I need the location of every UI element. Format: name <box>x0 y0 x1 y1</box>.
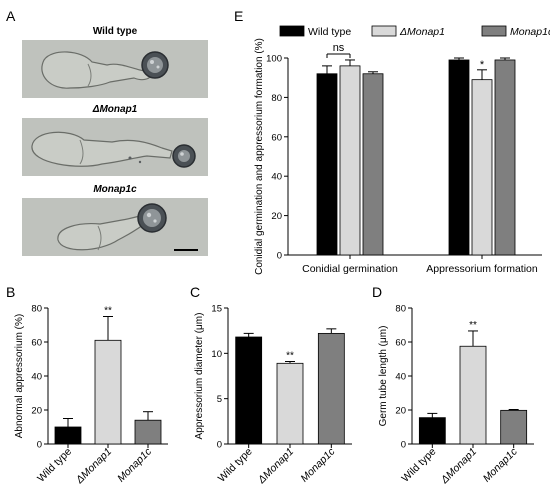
y-tick-label-c: 15 <box>211 304 222 315</box>
y-axis-title-e: Conidial germination and appressorium fo… <box>254 38 265 275</box>
x-tick-label-b-wild-type: Wild type <box>35 446 74 485</box>
y-tick-label-e: 40 <box>271 172 282 183</box>
bar-conidial-germination-monap1 <box>339 65 361 256</box>
bar-d-wild-type <box>418 417 446 445</box>
legend-label-wild-type: Wild type <box>308 26 351 38</box>
y-tick-label-c: 0 <box>217 440 222 451</box>
y-tick-label-c: 10 <box>211 349 222 360</box>
y-tick-label-e: 60 <box>271 132 282 143</box>
y-tick-label-b: 80 <box>31 304 42 315</box>
bar-conidial-germination-monap1c <box>362 73 384 256</box>
legend-swatch-monap1 <box>371 25 397 37</box>
y-tick-label-b: 40 <box>31 372 42 383</box>
significance-d-monap1: ** <box>469 320 477 331</box>
panel-b-letter: B <box>6 284 16 300</box>
bar-c-wild-type <box>235 336 263 445</box>
bar-c-monap1c <box>317 332 345 445</box>
micrograph-mutant <box>22 118 208 176</box>
panel-c-letter: C <box>190 284 201 300</box>
x-tick-label-c-monap1c: Monap1c <box>298 445 338 485</box>
x-tick-label-conidial-germination: Conidial germination <box>302 263 398 275</box>
legend-swatch-monap1c <box>481 25 507 37</box>
x-tick-label-b-monap1c: Monap1c <box>115 445 155 485</box>
y-tick-label-d: 0 <box>401 440 406 451</box>
panel-e-letter: E <box>234 8 244 24</box>
panel-a-letter: A <box>6 8 16 24</box>
chart-d: 0 20 40 60 80 Germ tube length (μm) Wild type *… <box>378 304 534 487</box>
bar-b-wild-type <box>54 426 82 445</box>
significance-star: * <box>480 59 485 71</box>
y-axis-title-b: Abnormal appressorium (%) <box>14 314 25 439</box>
x-tick-label-c-monap1: ΔMonap1 <box>255 446 296 487</box>
chart-c: 0 5 10 15 Appressorium diameter (μm) Wild typ… <box>194 304 352 487</box>
micrograph-wild-type <box>22 40 208 98</box>
y-axis-title-d: Germ tube length (μm) <box>378 326 389 427</box>
panel-d-letter: D <box>372 284 383 300</box>
y-tick-label-e: 80 <box>271 93 282 104</box>
legend-label-monap1c: Monap1c <box>510 26 550 38</box>
micrograph-label-wild-type: Wild type <box>92 26 138 37</box>
y-tick-label-b: 60 <box>31 338 42 349</box>
significance-c-monap1: ** <box>286 350 294 361</box>
micrograph-label-mutant: ΔMonap1 <box>92 104 138 115</box>
chart-b: 0 20 40 60 80 Abnormal appressorium (%) Wild t… <box>14 304 168 487</box>
x-tick-label-d-wild-type: Wild type <box>399 446 438 485</box>
bar-conidial-germination-wild-type <box>316 73 338 256</box>
x-tick-label-b-monap1: ΔMonap1 <box>73 446 114 487</box>
y-axis-title-c: Appressorium diameter (μm) <box>194 313 205 440</box>
significance-b-monap1: ** <box>104 306 112 317</box>
x-tick-label-d-monap1c: Monap1c <box>481 445 521 485</box>
x-tick-label-d-monap1: ΔMonap1 <box>438 446 479 487</box>
y-tick-label-b: 0 <box>37 440 42 451</box>
legend-label-monap1: ΔMonap1 <box>399 26 445 38</box>
bar-b-monap1c <box>134 419 162 445</box>
x-tick-label-c-wild-type: Wild type <box>216 446 255 485</box>
bar-d-monap1c <box>500 409 528 445</box>
micrograph-complement <box>22 198 208 256</box>
bar-appressorium-formation-wild-type <box>448 59 470 256</box>
bar-b-monap1 <box>94 339 122 445</box>
y-tick-label-d: 40 <box>395 372 406 383</box>
y-tick-label-d: 80 <box>395 304 406 315</box>
y-tick-label-e: 100 <box>266 54 282 65</box>
y-tick-label-e: 20 <box>271 211 282 222</box>
bar-c-monap1 <box>276 362 304 445</box>
bar-appressorium-formation-monap1c <box>494 59 516 256</box>
legend-swatch-wild-type <box>279 25 305 37</box>
y-tick-label-d: 60 <box>395 338 406 349</box>
y-tick-label-d: 20 <box>395 406 406 417</box>
x-tick-label-appressorium-formation: Appressorium formation <box>426 263 538 275</box>
y-tick-label-b: 20 <box>31 406 42 417</box>
y-tick-label-e: 0 <box>277 251 282 262</box>
y-tick-label-c: 5 <box>217 394 222 405</box>
ns-label: ns <box>333 42 345 54</box>
bar-appressorium-formation-monap1 <box>471 79 493 256</box>
bar-d-monap1 <box>459 345 487 445</box>
micrograph-label-complement: Monap1c <box>93 184 137 195</box>
chart-e: Wild type ΔMonap1 Monap1c020406080100Conid… <box>254 25 550 275</box>
